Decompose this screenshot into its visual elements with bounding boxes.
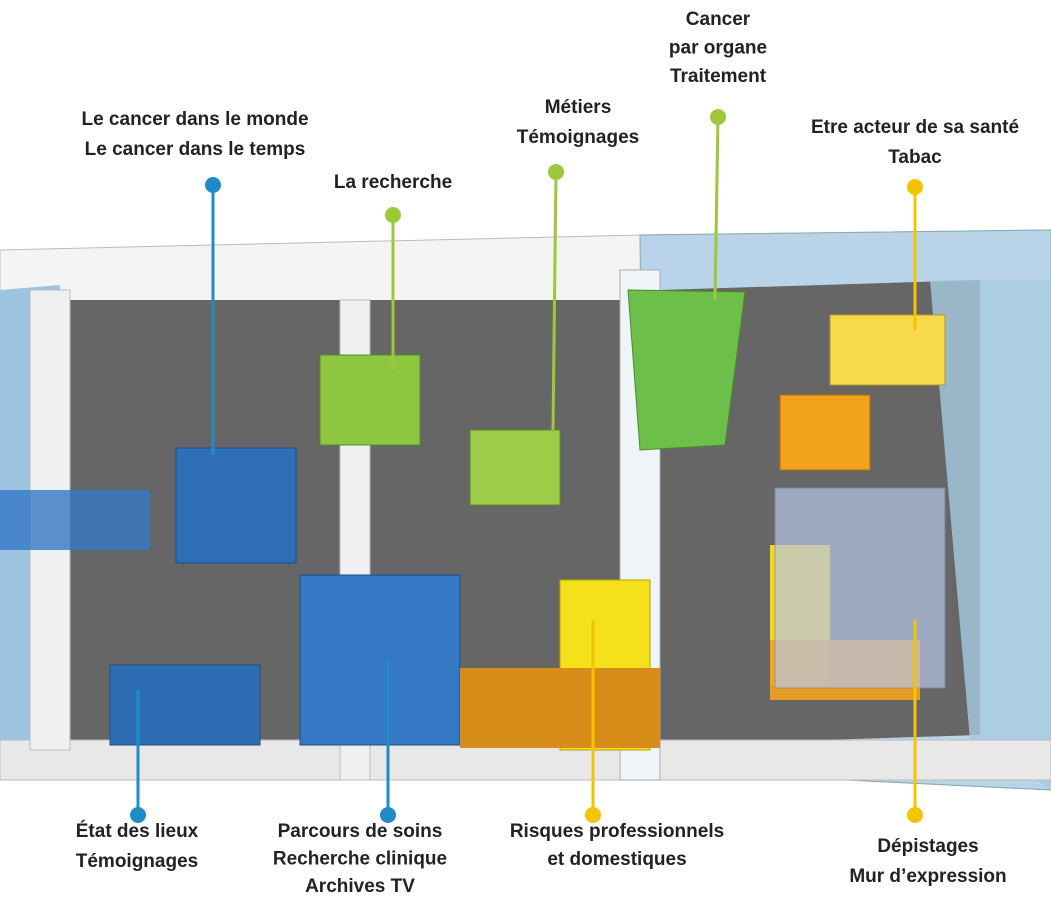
pointer-dot [907,179,923,195]
floor-plan: Le cancer dans le monde Le cancer dans le… [0,0,1051,908]
pointer-dot [710,109,726,125]
pointer-dot [385,207,401,223]
zone-label: Témoignages [76,851,198,872]
zone-label: Risques professionnels [510,821,724,842]
zone-label: Le cancer dans le monde [81,109,308,130]
zone-label: Archives TV [305,876,415,897]
zone-label: Mur d’expression [849,866,1006,887]
zone-label: Traitement [670,66,767,87]
zone-label: Tabac [888,147,942,168]
zone-label: Cancer [686,9,751,30]
zone-label: La recherche [334,172,452,193]
zone-label: et domestiques [547,849,686,870]
zone-label: Témoignages [517,127,639,148]
zone-label: Métiers [545,97,612,118]
zone-label: Etre acteur de sa santé [811,117,1019,138]
zone-label: État des lieux [76,820,199,842]
zone-label: Dépistages [877,836,978,857]
pointer-dot [205,177,221,193]
zone-label: Recherche clinique [273,849,447,870]
zone-label: Parcours de soins [278,821,443,842]
zone-label: par organe [669,38,767,59]
pointer-dot [907,807,923,823]
zone-label: Le cancer dans le temps [85,139,306,160]
pointer-dot [548,164,564,180]
